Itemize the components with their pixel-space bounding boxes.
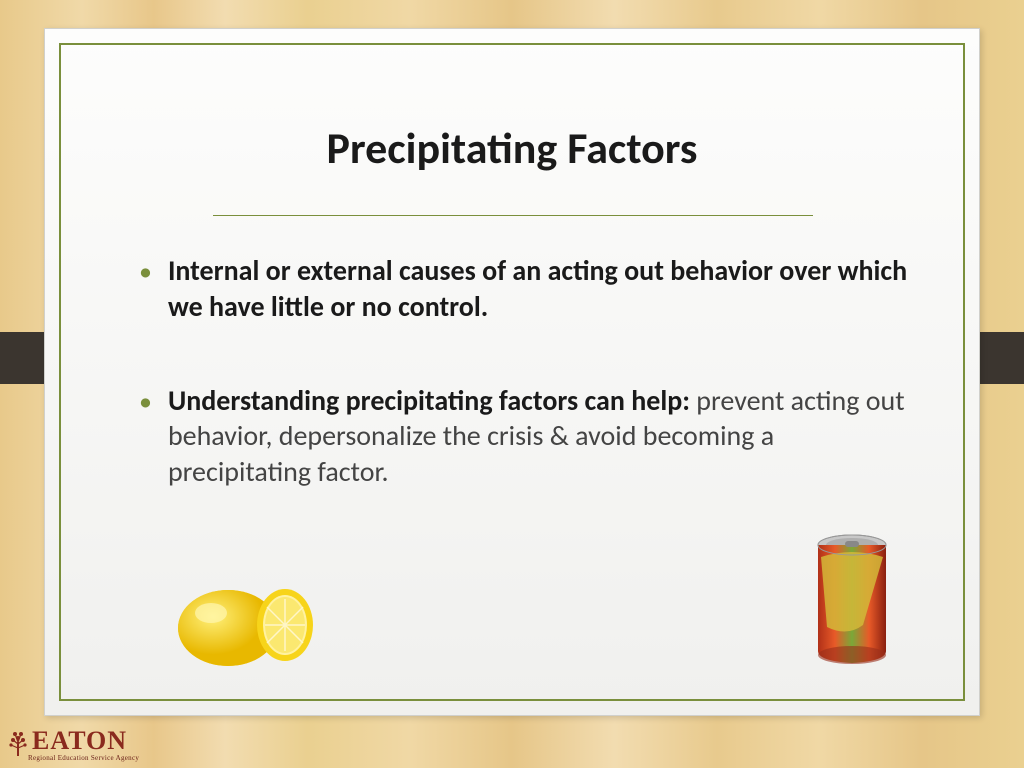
lemon-icon — [173, 563, 323, 673]
bullet-bold-text: Internal or external causes of an acting… — [168, 253, 907, 324]
bullet-item: • Internal or external causes of an acti… — [139, 253, 909, 325]
slide-title: Precipitating Factors — [45, 121, 979, 175]
logo-brand-text: EATON — [32, 726, 127, 756]
bullet-dot-icon: • — [139, 385, 152, 490]
slide-body: • Internal or external causes of an acti… — [139, 253, 909, 548]
eaton-logo: EATON Regional Education Service Agency — [6, 726, 139, 762]
logo-tagline: Regional Education Service Agency — [28, 754, 139, 762]
bullet-dot-icon: • — [139, 255, 152, 325]
slide-card: Precipitating Factors • Internal or exte… — [44, 28, 980, 716]
soda-can-icon — [807, 529, 897, 669]
title-underline — [213, 215, 813, 216]
bullet-item: • Understanding precipitating factors ca… — [139, 383, 909, 490]
bullet-bold-text: Understanding precipitating factors can … — [168, 383, 690, 418]
tree-icon — [6, 728, 30, 756]
